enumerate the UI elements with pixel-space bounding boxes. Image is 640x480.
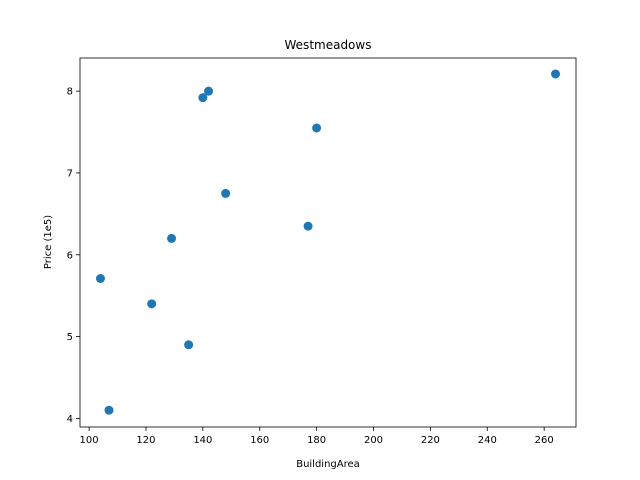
x-tick-label: 100 — [80, 435, 99, 446]
x-tick-label: 140 — [193, 435, 212, 446]
data-point-4 — [167, 233, 177, 243]
data-point-3 — [147, 299, 157, 309]
x-tick-label: 220 — [421, 435, 440, 446]
data-point-10 — [312, 123, 322, 133]
y-tick-label: 7 — [67, 168, 73, 179]
x-tick-label: 160 — [250, 435, 269, 446]
x-axis-ticks: 100 120 140 160 180 200 220 240 260 — [80, 427, 554, 446]
data-point-5 — [184, 340, 194, 350]
x-tick-label: 260 — [535, 435, 554, 446]
y-tick-label: 5 — [67, 332, 73, 343]
data-point-11 — [551, 69, 561, 79]
data-point-7 — [204, 86, 214, 96]
y-tick-label: 6 — [67, 250, 73, 261]
data-point-1 — [95, 274, 105, 283]
x-tick-label: 240 — [478, 435, 497, 446]
data-point-8 — [221, 188, 231, 198]
data-point-6 — [198, 93, 208, 103]
x-tick-label: 180 — [307, 435, 326, 446]
y-axis-label: Price (1e5) — [43, 215, 54, 269]
plot-frame — [79, 57, 577, 428]
data-point-2 — [104, 405, 114, 415]
y-tick-label: 4 — [67, 414, 73, 425]
y-axis-ticks: 4 5 6 7 8 — [67, 87, 80, 425]
x-tick-label: 120 — [136, 435, 155, 446]
y-tick-label: 8 — [67, 87, 73, 98]
x-axis-label: BuildingArea — [296, 459, 360, 470]
data-points — [95, 69, 561, 415]
chart-title: Westmeadows — [285, 38, 372, 52]
data-point-9 — [303, 221, 313, 231]
x-tick-label: 200 — [364, 435, 383, 446]
